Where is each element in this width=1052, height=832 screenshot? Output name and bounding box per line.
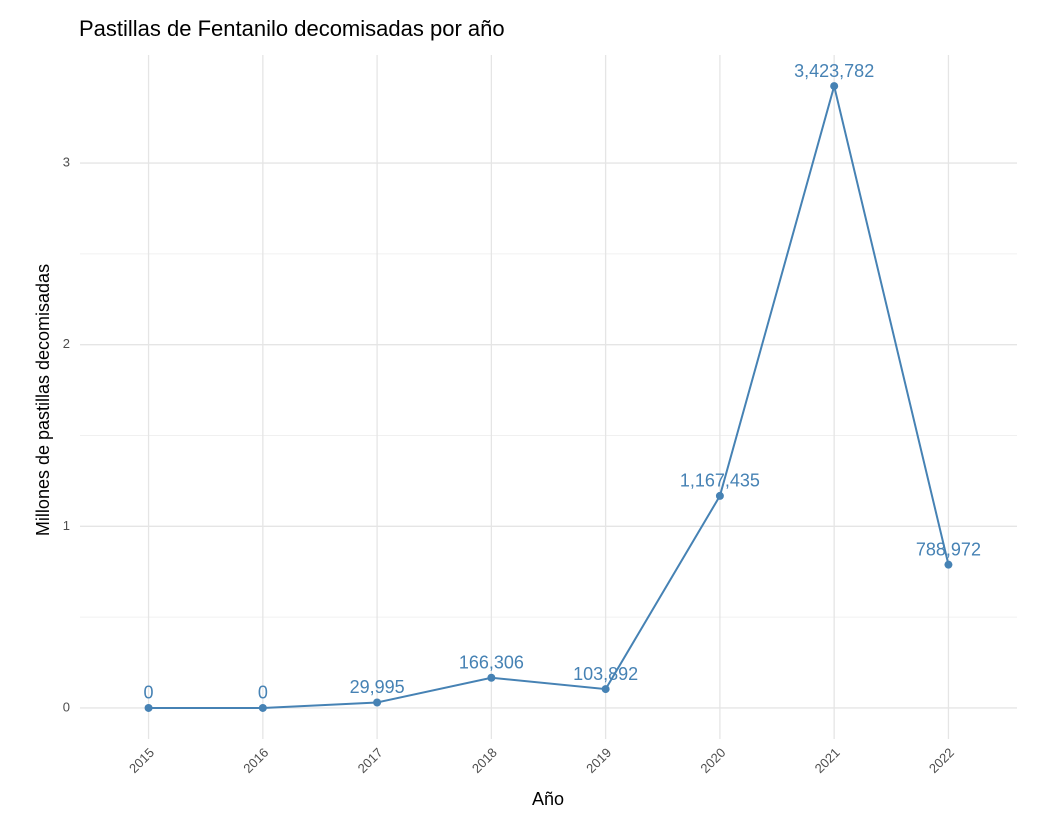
x-axis-title: Año	[532, 789, 564, 809]
x-tick-label: 2021	[812, 745, 843, 776]
value-label: 29,995	[350, 677, 405, 697]
value-label: 0	[144, 683, 154, 703]
y-axis-title: Millones de pastillas decomisadas	[33, 264, 53, 536]
chart-title: Pastillas de Fentanilo decomisadas por a…	[79, 16, 505, 41]
x-tick-label: 2017	[355, 745, 386, 776]
x-tick-label: 2016	[240, 745, 271, 776]
value-label: 3,423,782	[794, 61, 874, 81]
value-label: 103,892	[573, 664, 638, 684]
point	[373, 698, 382, 707]
point	[601, 685, 610, 694]
value-label: 788,972	[916, 539, 981, 559]
point	[944, 560, 953, 569]
x-tick-label: 2015	[126, 745, 157, 776]
x-tick-label: 2019	[583, 745, 614, 776]
y-tick-label: 0	[63, 699, 70, 714]
y-tick-label: 1	[63, 518, 70, 533]
x-tick-label: 2018	[469, 745, 500, 776]
x-tick-label: 2022	[926, 745, 957, 776]
value-label: 0	[258, 683, 268, 703]
point	[258, 703, 267, 712]
value-label: 166,306	[459, 652, 524, 672]
y-tick-label: 2	[63, 336, 70, 351]
point	[144, 703, 153, 712]
x-tick-label: 2020	[697, 745, 728, 776]
point	[487, 673, 496, 682]
point	[830, 82, 839, 91]
y-tick-label: 3	[63, 155, 70, 170]
value-label: 1,167,435	[680, 471, 760, 491]
line	[148, 82, 950, 709]
point	[715, 491, 724, 500]
